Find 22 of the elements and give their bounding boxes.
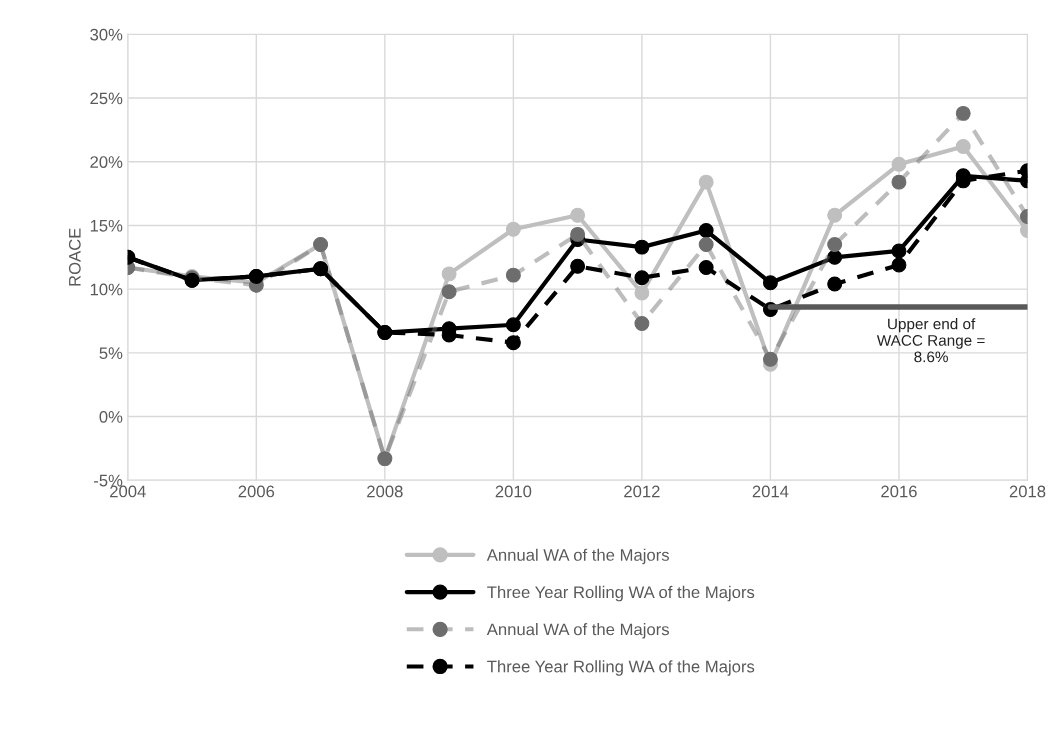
y-axis-title: ROACE	[68, 228, 81, 286]
y-tick-label: 15%	[90, 219, 123, 232]
x-tick-label: 2018	[1009, 485, 1046, 498]
legend-label: Annual WA of the Majors	[486, 548, 669, 565]
annotation: Upper end of WACC Range = 8.6%	[876, 318, 985, 363]
y-tick-label: 20%	[90, 156, 123, 168]
x-tick-label: 2006	[238, 485, 275, 498]
legend-label: Three Year Rolling WA of the Majors	[487, 660, 755, 676]
x-tick-label: 2004	[110, 485, 146, 498]
legend-label: Annual WA of the Majors	[486, 623, 669, 639]
y-tick-label: 5%	[99, 347, 123, 360]
y-tick-label: 25%	[90, 92, 123, 105]
y-tick-label: 10%	[90, 283, 123, 296]
x-tick-label: 2012	[624, 485, 660, 498]
y-tick-label: -5%	[94, 474, 123, 487]
y-tick-label: 0%	[99, 410, 123, 423]
x-tick-label: 2014	[752, 485, 789, 498]
x-tick-label: 2008	[367, 485, 403, 498]
x-tick-label: 2010	[495, 485, 532, 498]
y-tick-label: 30%	[90, 28, 123, 41]
x-tick-label: 2016	[881, 485, 917, 498]
legend-label: Three Year Rolling WA of the Majors	[487, 585, 755, 602]
